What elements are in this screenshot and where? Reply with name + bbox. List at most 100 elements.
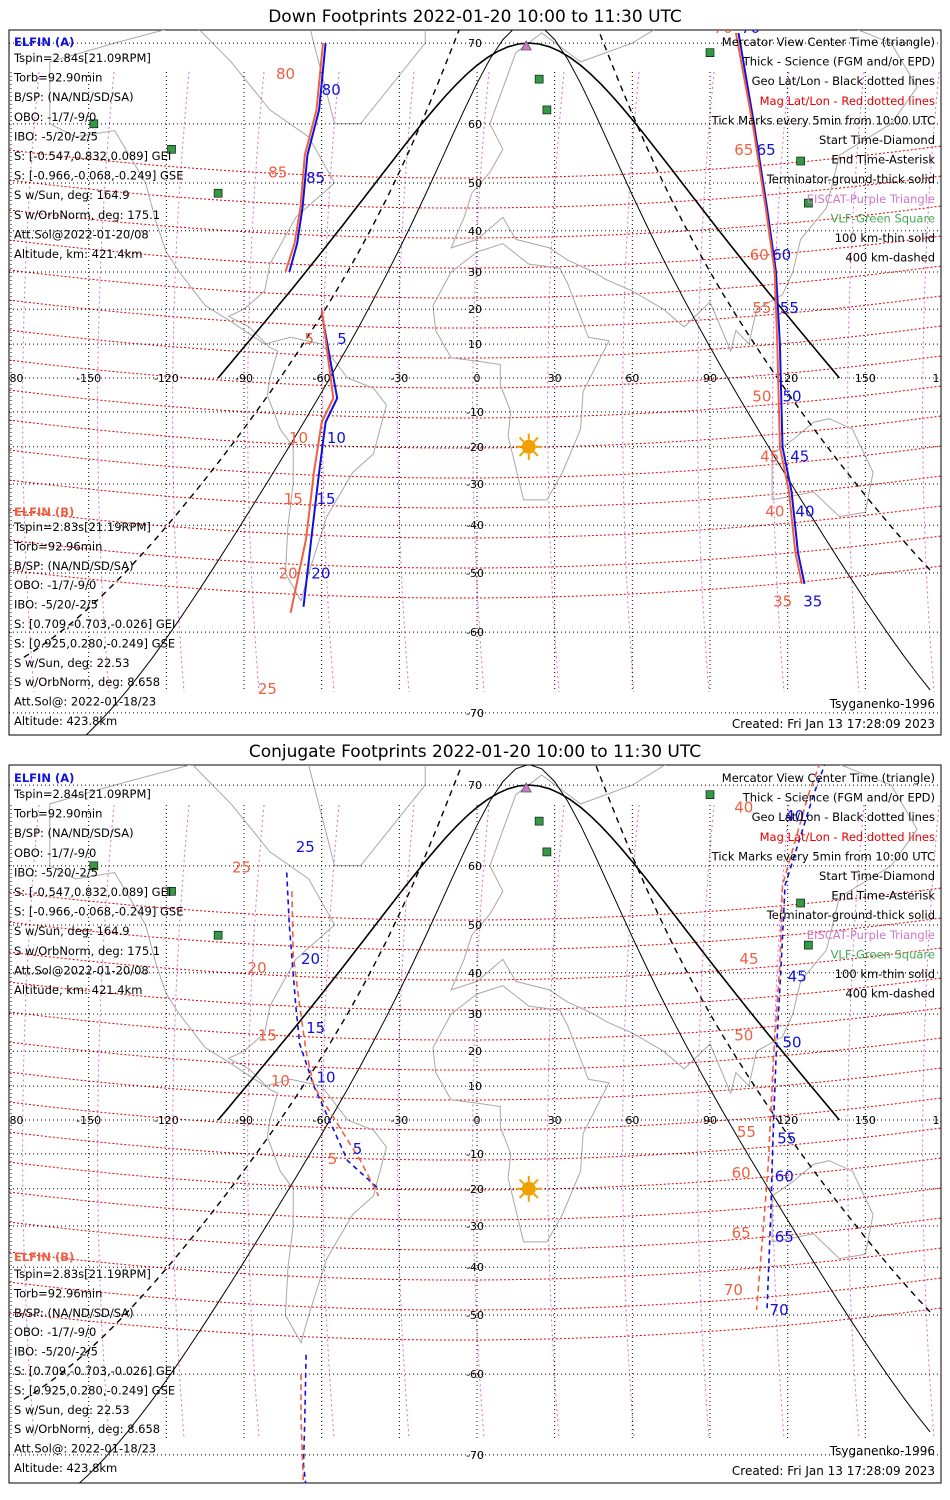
mag-lat-line [9, 505, 941, 539]
legend-heading: ELFIN (B) [14, 505, 74, 519]
mag-lon-line [247, 71, 265, 693]
elfin-b-time-label: 25 [258, 680, 277, 698]
lat-tick-label: -60 [466, 626, 484, 639]
lat-tick-label: -50 [466, 567, 484, 580]
map-frame [8, 29, 942, 736]
elfin-b-time-label: 40 [734, 799, 753, 817]
elfin-b-param-line: Tspin=2.83s[21.19RPM] [13, 520, 151, 534]
legend-right-line: Tick Marks every 5min from 10:00 UTC [711, 113, 935, 127]
elfin-a-time-label: 10 [327, 429, 346, 447]
elfin-b-time-label: 15 [284, 490, 303, 508]
footprint-tracks [284, 32, 806, 614]
legend-elfin-a-lines: Tspin=2.84s[21.09RPM] Torb=92.90min B/SP: … [13, 787, 183, 997]
mag-lat-line [9, 1307, 941, 1341]
vlf-square [804, 198, 813, 208]
mag-lat-lines [9, 145, 941, 599]
elfin-b-time-label: 45 [760, 447, 779, 465]
vlf-square [534, 816, 544, 826]
vlf-square [167, 886, 176, 896]
sun-ray [518, 1193, 525, 1199]
elfin-a-param-line: Att.Sol@2022-01-20/08 [14, 963, 149, 977]
sun-ray [518, 436, 525, 443]
elfin-b-time-label: 20 [248, 959, 267, 977]
lon-tick-label: -30 [390, 1114, 408, 1127]
elfin-a-time-label: 40 [795, 503, 814, 521]
map-plot-area: -180-150-120-90-60-300306090120150180-70… [9, 765, 941, 1483]
legend-right-line: VLF-Green Square [831, 947, 935, 961]
sun-disk [521, 439, 536, 454]
elfin-b-time-label: 65 [734, 141, 753, 159]
elfin-a-time-label: 85 [306, 169, 325, 187]
legend-elfin-b-lines: Tspin=2.83s[21.19RPM] Torb=92.96min B/SP: … [13, 520, 175, 728]
mag-lon-line [547, 71, 565, 693]
legend-right-line: EISCAT-Purple Triangle [807, 928, 935, 942]
mag-lon-lines [22, 71, 940, 693]
lat-tick-label: -20 [466, 1183, 484, 1196]
lat-tick-label: -70 [466, 707, 484, 720]
elfin-b-time-label: 50 [734, 1026, 753, 1044]
mag-lon-line [22, 71, 40, 693]
sun-ray [533, 1178, 539, 1185]
coastline [308, 765, 426, 867]
elfin-b-param-line: S w/Sun, deg: 22.53 [14, 656, 130, 670]
elfin-b-time-label: 50 [752, 388, 771, 406]
mag-lat-line [9, 295, 941, 329]
legend-right-line: Geo Lat/Lon - Black dotted lines [752, 810, 935, 824]
lat-tick-label: 10 [468, 338, 482, 351]
mag-lat-lines [9, 887, 941, 1341]
mag-lat-line [9, 475, 941, 509]
mag-lat-line [9, 385, 941, 419]
elfin-b-time-label: 70 [724, 1281, 743, 1299]
mag-lat-line [9, 1037, 941, 1071]
elfin-b-time-label: 40 [765, 503, 784, 521]
lon-tick-label: -150 [76, 372, 101, 385]
elfin-a-time-label: 5 [337, 330, 347, 348]
elfin-a-param-line: S w/OrbNorm, deg: 175.1 [14, 944, 160, 958]
mag-lat-line [9, 235, 941, 269]
lat-tick-label: -30 [466, 478, 484, 491]
elfin-b-param-line: Torb=92.96min [13, 1286, 102, 1300]
vlf-square [542, 105, 552, 115]
lon-tick-label: -120 [154, 1114, 179, 1127]
elfin-a-time-label: 50 [782, 1034, 801, 1052]
elfin-a-time-label: 35 [803, 593, 822, 611]
mag-lat-line [9, 1217, 941, 1251]
elfin-a-time-label: 80 [322, 81, 341, 99]
time-tick-labels: 25 20 15 10 5 40 45 50 55 60 65 70 25 20 15 10 5 40 45 50 55… [232, 799, 807, 1319]
elfin-a-param-line: Tspin=2.84s[21.09RPM] [13, 51, 151, 65]
elfin-a-param-line: Att.Sol@2022-01-20/08 [14, 227, 149, 241]
lat-tick-label: 30 [468, 1008, 482, 1021]
mag-lat-line [9, 535, 941, 569]
elfin-a-time-label: 15 [306, 1019, 325, 1037]
legend-heading: ELFIN (A) [14, 771, 74, 785]
elfin-a-param-line: OBO: -1/7/-9/0 [14, 846, 96, 860]
legend-elfin-a: ELFIN (A) [14, 771, 74, 785]
elfin-a-param-line: IBO: -5/20/-2/5 [14, 865, 98, 879]
map-content: -180-150-120-90-60-300306090120150180-70… [9, 765, 941, 1483]
lon-tick-label: -90 [235, 372, 253, 385]
elfin-a-param-line: S: [-0.547,0.832,0.089] GEI [14, 149, 171, 163]
elfin-a-time-label: 45 [790, 447, 809, 465]
elfin-b-time-label: 45 [739, 950, 758, 968]
elfin-a-param-line: B/SP: (NA/ND/SD/SA) [14, 826, 134, 840]
elfin-a-param-line: Torb=92.90min [13, 71, 102, 85]
sun-ray [533, 451, 539, 457]
elfin-a-time-label: 20 [311, 564, 330, 582]
elfin-a-time-label: 70 [770, 1301, 789, 1319]
sun-icon [515, 433, 542, 460]
elfin-b-time-label: 20 [279, 564, 298, 582]
elfin-a-param-line: S: [-0.966,-0.068,-0.249] GSE [14, 905, 183, 919]
legend-heading: ELFIN (A) [14, 35, 74, 49]
mag-lat-line [9, 1247, 941, 1281]
lon-tick-label: -90 [235, 1114, 253, 1127]
mag-lat-line [9, 1067, 941, 1101]
mag-lat-line [9, 947, 941, 981]
elfin-b-time-label: 10 [271, 1072, 290, 1090]
elfin-b-time-label: 25 [232, 858, 251, 876]
vlf-square [89, 861, 99, 871]
elfin-a-param-line: S w/Sun, deg: 164.9 [14, 188, 130, 202]
elfin-b-param-line: Torb=92.96min [13, 539, 102, 553]
terminator-ground [217, 42, 841, 379]
sun-ray [533, 436, 539, 443]
lat-tick-label: 70 [468, 37, 482, 50]
